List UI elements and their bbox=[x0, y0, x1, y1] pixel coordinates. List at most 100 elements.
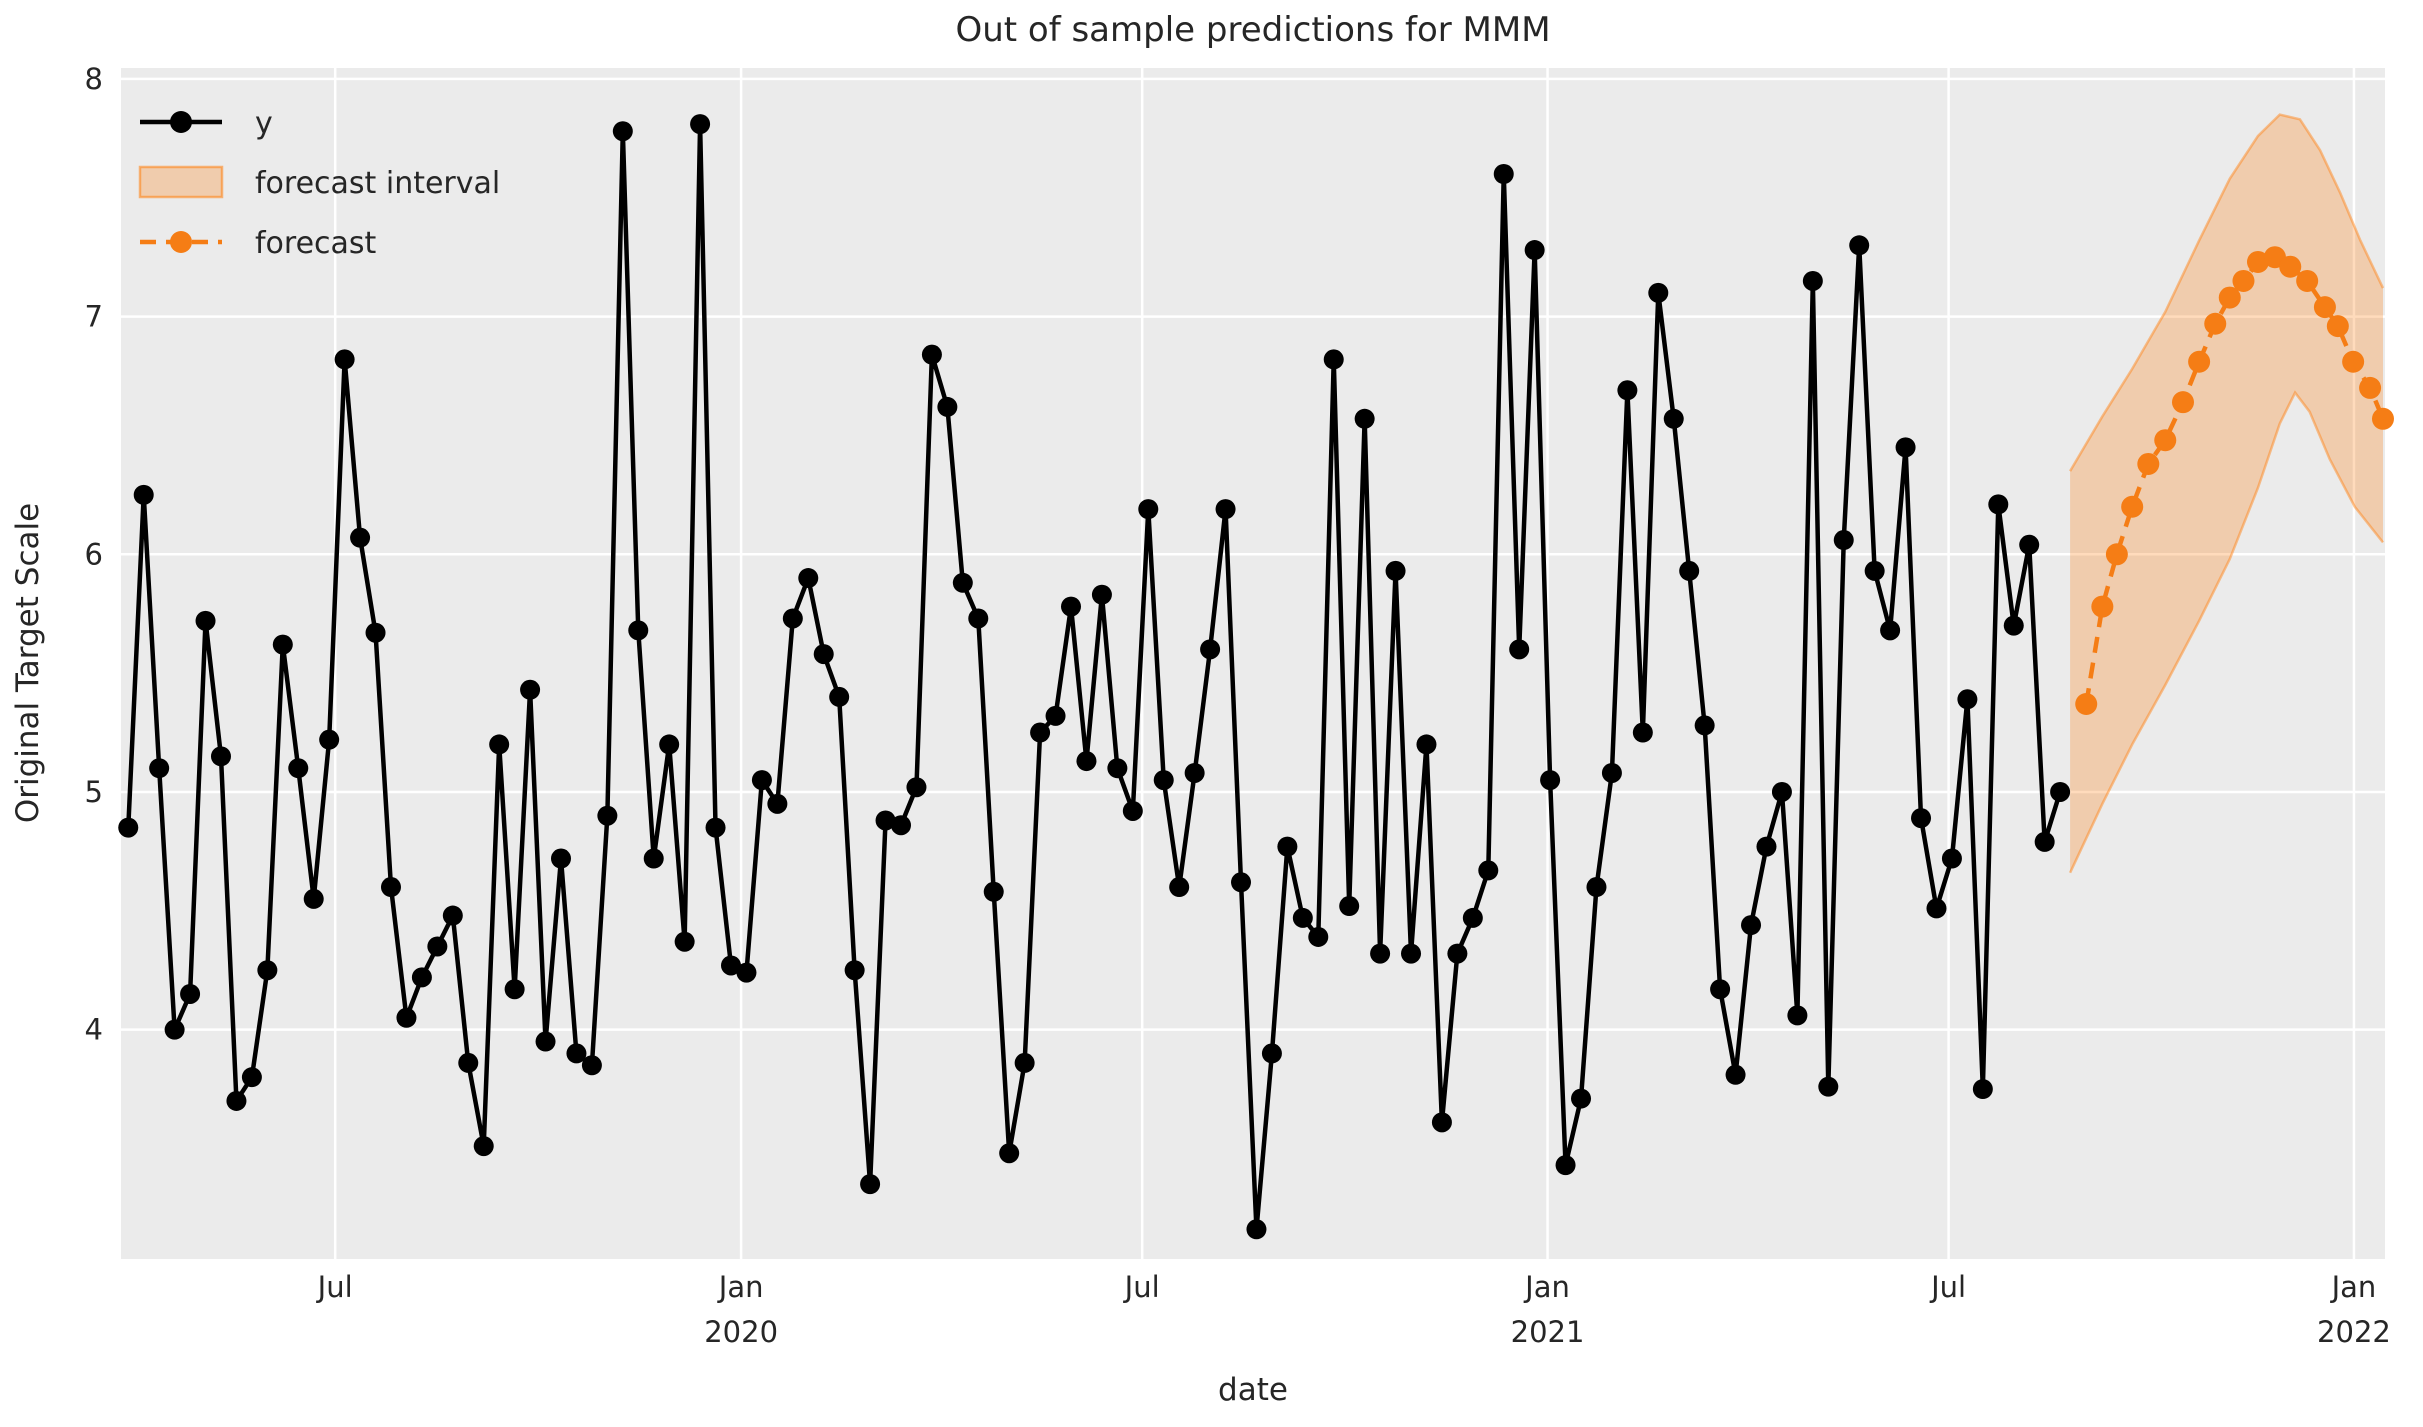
y-data-point bbox=[921, 344, 942, 365]
y-data-point bbox=[535, 1031, 556, 1052]
y-data-point bbox=[2034, 831, 2055, 852]
y-data-point bbox=[937, 396, 958, 417]
y-data-point bbox=[1416, 734, 1437, 755]
y-data-point bbox=[504, 979, 525, 1000]
legend-forecast-label: forecast bbox=[255, 226, 377, 261]
y-data-point bbox=[1571, 1088, 1592, 1109]
forecast-interval-band bbox=[2068, 113, 2385, 874]
y-data-point bbox=[1787, 1005, 1808, 1026]
y-data-point bbox=[813, 644, 834, 665]
x-tick-label: 2021 bbox=[1511, 1315, 1585, 1349]
y-data-point bbox=[1354, 408, 1375, 429]
forecast-data-point bbox=[2246, 250, 2269, 273]
y-data-point bbox=[1771, 781, 1792, 802]
y-data-point bbox=[659, 734, 680, 755]
y-data-point bbox=[1555, 1155, 1576, 1176]
y-data-point bbox=[1308, 926, 1329, 947]
y-data-point bbox=[319, 729, 340, 750]
x-tick-label: 2022 bbox=[2317, 1315, 2391, 1349]
y-data-point bbox=[1833, 530, 1854, 551]
y-data-point bbox=[1509, 639, 1530, 660]
y-data-point bbox=[1339, 896, 1360, 917]
y-data-point bbox=[1493, 164, 1514, 185]
y-data-point bbox=[1632, 722, 1653, 743]
y-data-point bbox=[1601, 762, 1622, 783]
y-data-point bbox=[968, 608, 989, 629]
y-data-point bbox=[1107, 758, 1128, 779]
forecast-data-point bbox=[2105, 543, 2128, 566]
forecast-interval-fill bbox=[2070, 114, 2383, 873]
legend-forecast-marker bbox=[170, 231, 192, 253]
y-data-point bbox=[1725, 1064, 1746, 1085]
forecast-data-point bbox=[2326, 315, 2349, 338]
y-data-point bbox=[1045, 705, 1066, 726]
x-axis-label: date bbox=[1218, 1372, 1288, 1408]
y-data-point bbox=[1138, 499, 1159, 520]
y-data-point bbox=[1447, 943, 1468, 964]
y-tick-label: 8 bbox=[85, 62, 103, 96]
forecast-data-point bbox=[2204, 312, 2227, 335]
y-data-point bbox=[1231, 872, 1252, 893]
y-data-point bbox=[767, 793, 788, 814]
y-data-point bbox=[1988, 494, 2009, 515]
forecast-data-point bbox=[2371, 407, 2394, 430]
y-data-point bbox=[1462, 907, 1483, 928]
y-data-point bbox=[1663, 408, 1684, 429]
y-data-point bbox=[612, 121, 633, 142]
y-data-point bbox=[999, 1143, 1020, 1164]
y-data-point bbox=[380, 877, 401, 898]
legend-item-forecast-interval: forecast interval bbox=[138, 165, 500, 201]
y-data-point bbox=[829, 686, 850, 707]
forecast-interval-lower-edge bbox=[2068, 390, 2384, 874]
y-data-point bbox=[1478, 860, 1499, 881]
chart-title: Out of sample predictions for MMM bbox=[955, 10, 1550, 50]
plot-background bbox=[121, 68, 2385, 1259]
y-data-point bbox=[782, 608, 803, 629]
forecast-data-point bbox=[2296, 269, 2319, 292]
y-data-point bbox=[133, 484, 154, 505]
y-data-point bbox=[566, 1043, 587, 1064]
x-tick-label: Jan bbox=[2330, 1270, 2377, 1304]
legend-y-marker bbox=[170, 111, 192, 133]
y-data-point bbox=[458, 1052, 479, 1073]
y-data-point bbox=[1292, 907, 1313, 928]
y-data-point bbox=[1401, 943, 1422, 964]
forecast-data-point bbox=[2313, 296, 2336, 319]
y-data-point bbox=[473, 1136, 494, 1157]
y-data-point bbox=[1864, 560, 1885, 581]
y-data-point bbox=[1014, 1052, 1035, 1073]
y-data-point bbox=[1215, 499, 1236, 520]
y-data-point bbox=[1802, 270, 1823, 291]
y-data-point bbox=[891, 815, 912, 836]
y-data-point bbox=[1617, 380, 1638, 401]
y-data-point bbox=[628, 620, 649, 641]
y-data-point bbox=[226, 1090, 247, 1111]
y-tick-label: 7 bbox=[85, 300, 103, 334]
y-data-point bbox=[581, 1055, 602, 1076]
forecast-data-point bbox=[2232, 269, 2255, 292]
x-tick-label: Jan bbox=[1523, 1270, 1570, 1304]
y-data-point bbox=[2050, 781, 2071, 802]
y-data-point bbox=[303, 888, 324, 909]
y-data-point bbox=[1385, 560, 1406, 581]
y-data-point bbox=[442, 905, 463, 926]
forecast-data-point bbox=[2075, 693, 2098, 716]
y-data-point bbox=[1261, 1043, 1282, 1064]
y-data-point bbox=[180, 983, 201, 1004]
y-data-point bbox=[1741, 915, 1762, 936]
y-data-point bbox=[844, 960, 865, 981]
legend-item-y: y bbox=[140, 106, 273, 141]
forecast-interval-upper-edge bbox=[2069, 113, 2385, 472]
forecast-data-point bbox=[2091, 595, 2114, 618]
y-data-point bbox=[520, 679, 541, 700]
y-tick-label: 5 bbox=[85, 775, 103, 809]
y-data-point bbox=[550, 848, 571, 869]
forecast-data-point bbox=[2154, 429, 2177, 452]
y-data-point bbox=[334, 349, 355, 370]
y-data-point bbox=[1818, 1076, 1839, 1097]
forecast-data-point bbox=[2188, 350, 2211, 373]
x-tick-label: 2020 bbox=[704, 1315, 778, 1349]
y-data-point bbox=[1246, 1219, 1267, 1240]
forecast-data-point bbox=[2218, 286, 2241, 309]
